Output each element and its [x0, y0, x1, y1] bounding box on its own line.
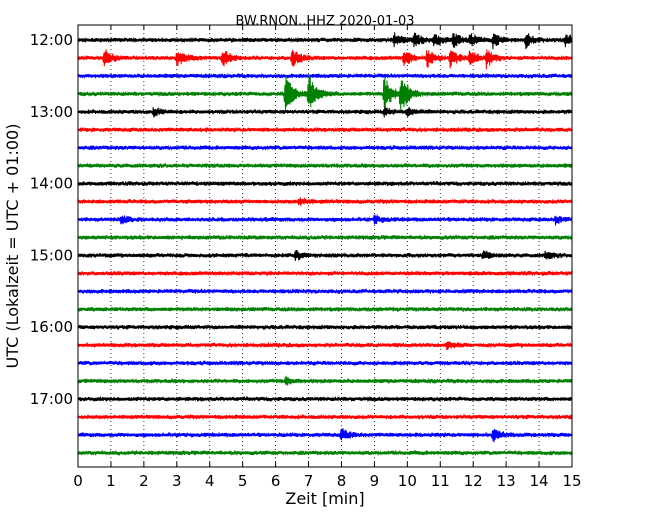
y-tick-label: 17:00 [30, 390, 73, 408]
x-tick-label: 11 [431, 472, 450, 490]
x-tick-label: 14 [530, 472, 549, 490]
seismic-traces [77, 32, 573, 457]
x-tick-label: 15 [562, 472, 581, 490]
x-axis-label: Zeit [min] [285, 489, 364, 508]
x-tick-label: 4 [205, 472, 215, 490]
seismic-trace [77, 375, 573, 386]
seismic-trace [77, 324, 573, 331]
seismic-trace [77, 49, 573, 70]
y-axis-label: UTC (Lokalzeit = UTC + 01:00) [3, 124, 22, 369]
x-tick-label: 13 [497, 472, 516, 490]
x-tick-label: 6 [271, 472, 281, 490]
y-tick-label: 12:00 [30, 31, 73, 49]
seismic-trace [77, 413, 573, 421]
x-tick-label: 5 [238, 472, 248, 490]
y-tick-label: 15:00 [30, 246, 73, 264]
x-tick-label: 1 [106, 472, 116, 490]
seismic-trace [77, 449, 573, 457]
x-tick-label: 10 [398, 472, 417, 490]
seismic-trace [77, 180, 573, 187]
y-tick-label: 16:00 [30, 318, 73, 336]
x-tick-label: 0 [73, 472, 83, 490]
x-tick-label: 12 [464, 472, 483, 490]
seismic-trace [77, 359, 573, 367]
seismic-trace [77, 428, 573, 443]
chart-title: BW.RNON..HHZ 2020-01-03 [235, 14, 414, 29]
seismic-trace [77, 32, 573, 50]
seismic-trace [77, 106, 573, 118]
seismic-trace [77, 234, 573, 241]
x-tick-label: 9 [370, 472, 380, 490]
seismic-trace [77, 250, 573, 262]
x-tick-label: 2 [139, 472, 149, 490]
seismic-trace [77, 72, 573, 80]
plot-frame [77, 24, 573, 468]
seismic-trace [77, 396, 573, 403]
x-tick-label: 3 [172, 472, 182, 490]
seismic-trace [77, 126, 573, 133]
seismic-trace [77, 162, 573, 169]
seismic-trace [77, 144, 573, 152]
seismic-trace [77, 340, 573, 351]
seismic-trace [77, 197, 573, 207]
seismic-trace [77, 74, 573, 112]
x-tick-label: 8 [337, 472, 347, 490]
x-tick-label: 7 [304, 472, 314, 490]
x-axis-ticks: 0 1 2 3 4 5 6 7 8 9 10 11 12 13 14 15 [73, 25, 582, 490]
seismic-trace [77, 288, 573, 295]
seismic-trace [77, 305, 573, 313]
y-tick-label: 13:00 [30, 103, 73, 121]
seismic-trace [77, 214, 573, 226]
seismic-trace [77, 270, 573, 277]
y-tick-label: 14:00 [30, 175, 73, 193]
y-axis-ticks: 12:00 13:00 14:00 15:00 16:00 17:00 [30, 31, 572, 408]
grid [110, 25, 540, 467]
